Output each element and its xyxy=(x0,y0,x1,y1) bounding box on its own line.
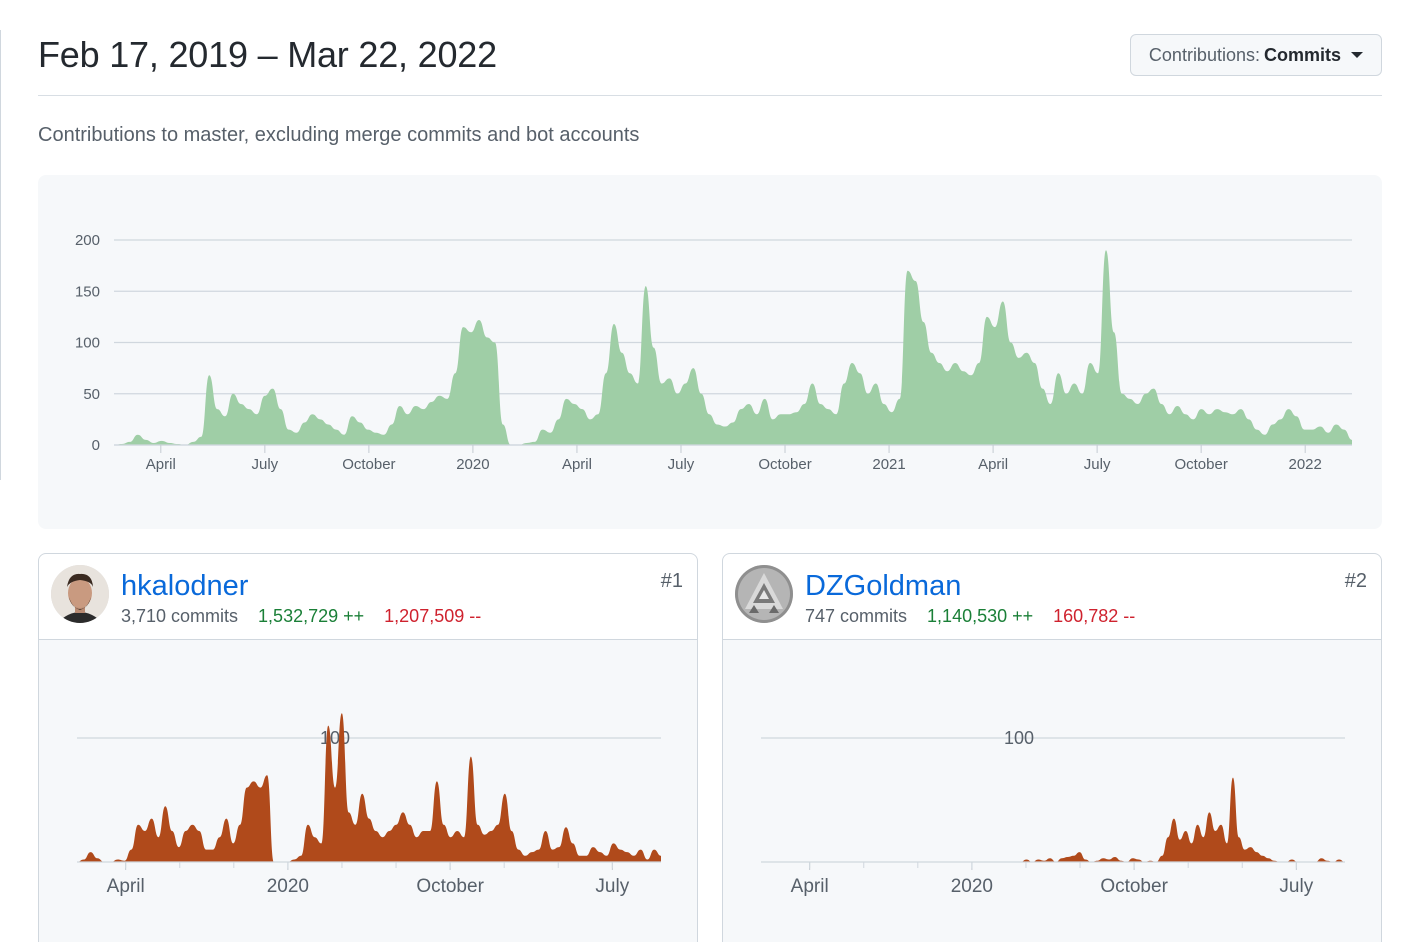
date-range-title: Feb 17, 2019 – Mar 22, 2022 xyxy=(38,34,497,75)
contributor-rank: #1 xyxy=(660,570,683,592)
contributor-login-link[interactable]: hkalodner xyxy=(121,570,249,602)
x-tick-label: 2020 xyxy=(951,876,993,897)
series-area xyxy=(114,250,1352,445)
chart-subtitle: Contributions to master, excluding merge… xyxy=(38,124,640,146)
x-tick-label: April xyxy=(978,456,1008,473)
contributor-card-1: hkalodner 3,710 commits 1,532,729 ++ 1,2… xyxy=(38,553,698,942)
additions-count: 1,140,530 ++ xyxy=(927,606,1034,626)
x-tick-label: October xyxy=(342,456,395,473)
x-tick-label: July xyxy=(252,456,279,473)
x-tick-label: April xyxy=(791,876,829,897)
x-tick-label: 2020 xyxy=(456,456,489,473)
contributions-value: Commits xyxy=(1263,44,1341,65)
x-tick-label: October xyxy=(758,456,811,473)
commit-count: 3,710 commits xyxy=(121,606,239,626)
contributor-card-header: hkalodner 3,710 commits 1,532,729 ++ 1,2… xyxy=(39,554,697,640)
contributor-login-link[interactable]: DZGoldman xyxy=(805,570,962,602)
x-tick-label: April xyxy=(146,456,176,473)
x-tick-label: October xyxy=(1100,876,1168,897)
avatar[interactable] xyxy=(51,565,109,623)
avatar[interactable] xyxy=(735,565,793,623)
additions-count: 1,532,729 ++ xyxy=(258,606,365,626)
contributor-card-header: DZGoldman 747 commits 1,140,530 ++ 160,7… xyxy=(723,554,1381,640)
x-tick-label: 2020 xyxy=(267,876,309,897)
contributor-chart-area: 100 April 2020 October July xyxy=(39,640,697,942)
series-area xyxy=(77,713,661,862)
x-tick-label: April xyxy=(562,456,592,473)
y-tick-label: 50 xyxy=(83,386,100,403)
main-chart-svg: 0 50 100 150 200 April July October 2020 April Jul… xyxy=(75,232,1352,473)
deletions-count: 1,207,509 -- xyxy=(384,606,482,626)
x-tick-label: 2022 xyxy=(1288,456,1321,473)
contributor-stats: 747 commits 1,140,530 ++ 160,782 -- xyxy=(805,606,1135,627)
deletions-count: 160,782 -- xyxy=(1053,606,1136,626)
x-tick-label: October xyxy=(416,876,484,897)
commit-count: 747 commits xyxy=(805,606,908,626)
y-tick-label: 100 xyxy=(1004,728,1034,748)
contributor-chart-area: 100 April 2020 October July xyxy=(723,640,1381,942)
x-tick-label: July xyxy=(595,876,629,897)
x-tick-label: October xyxy=(1174,456,1227,473)
contributor-card-2: DZGoldman 747 commits 1,140,530 ++ 160,7… xyxy=(722,553,1382,942)
main-commits-chart: 0 50 100 150 200 April July October 2020 April Jul… xyxy=(38,175,1382,529)
x-tick-label: July xyxy=(1279,876,1313,897)
contributions-label: Contributions: xyxy=(1148,44,1260,65)
y-tick-label: 0 xyxy=(92,437,100,454)
x-tick-label: 2021 xyxy=(872,456,905,473)
y-tick-label: 150 xyxy=(75,283,100,300)
x-tick-label: July xyxy=(1084,456,1111,473)
y-tick-label: 100 xyxy=(75,335,100,352)
x-tick-label: April xyxy=(107,876,145,897)
contributor-chart-svg: 100 April 2020 October July xyxy=(77,713,661,897)
caret-down-icon xyxy=(1351,52,1363,58)
contributor-stats: 3,710 commits 1,532,729 ++ 1,207,509 -- xyxy=(121,606,481,627)
header: Feb 17, 2019 – Mar 22, 2022 Contribution… xyxy=(38,0,1382,96)
contributor-rank: #2 xyxy=(1344,570,1367,592)
contributions-type-dropdown[interactable]: Contributions: Commits xyxy=(1129,34,1382,76)
page-left-border xyxy=(0,30,1,480)
x-tick-label: July xyxy=(668,456,695,473)
contributor-chart-svg: 100 April 2020 October July xyxy=(761,728,1345,897)
y-tick-label: 200 xyxy=(75,232,100,249)
y-tick-label: 100 xyxy=(320,728,350,748)
series-area xyxy=(761,777,1345,862)
